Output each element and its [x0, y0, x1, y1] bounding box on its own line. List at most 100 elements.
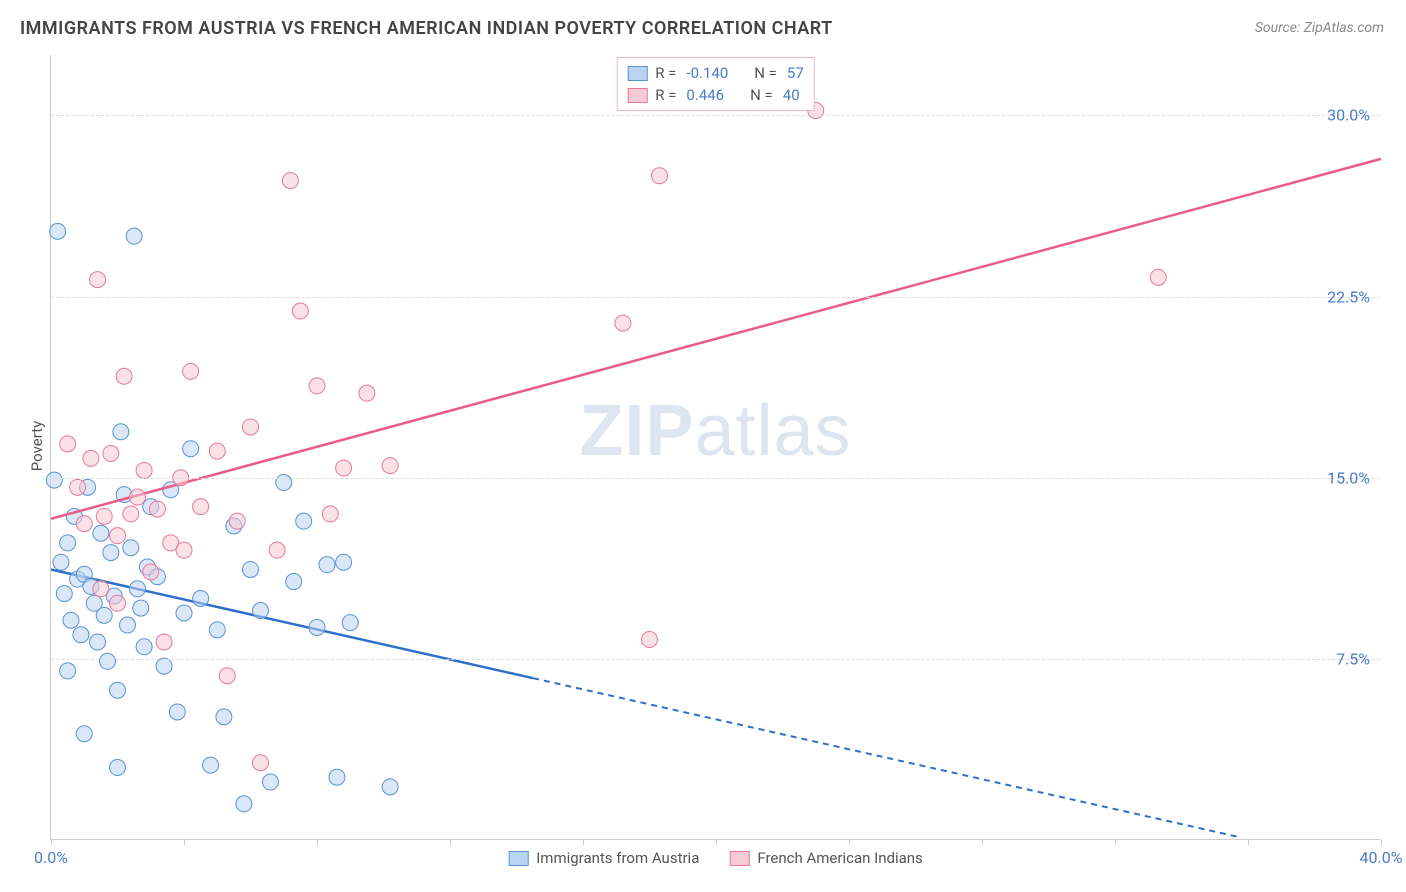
- data-point-austria: [123, 540, 139, 556]
- legend-swatch-french: [627, 88, 647, 103]
- x-tick: [716, 839, 717, 845]
- data-point-french: [76, 516, 92, 532]
- data-point-austria: [56, 586, 72, 602]
- legend-label-austria: Immigrants from Austria: [536, 849, 699, 867]
- data-point-austria: [103, 545, 119, 561]
- data-point-french: [93, 581, 109, 597]
- data-point-austria: [60, 663, 76, 679]
- data-point-austria: [236, 796, 252, 812]
- data-point-austria: [216, 709, 232, 725]
- data-point-austria: [60, 535, 76, 551]
- legend-item-austria: Immigrants from Austria: [508, 849, 699, 867]
- data-point-austria: [342, 615, 358, 631]
- grid-line: [51, 659, 1380, 660]
- data-point-austria: [183, 441, 199, 457]
- data-point-french: [292, 303, 308, 319]
- data-point-austria: [209, 622, 225, 638]
- data-point-austria: [96, 607, 112, 623]
- data-point-french: [382, 458, 398, 474]
- trend-line-french: [51, 159, 1381, 519]
- data-point-french: [176, 542, 192, 558]
- data-point-austria: [76, 726, 92, 742]
- data-point-austria: [53, 554, 69, 570]
- data-point-austria: [329, 769, 345, 785]
- data-point-austria: [133, 600, 149, 616]
- data-point-french: [252, 755, 268, 771]
- data-point-austria: [252, 603, 268, 619]
- legend-n-value-austria: 57: [787, 64, 804, 82]
- chart-title: IMMIGRANTS FROM AUSTRIA VS FRENCH AMERIC…: [20, 18, 833, 39]
- data-point-austria: [193, 590, 209, 606]
- data-point-austria: [296, 513, 312, 529]
- trend-line-dashed-austria: [533, 678, 1241, 837]
- legend-n-label: N =: [754, 64, 777, 82]
- data-point-austria: [110, 760, 126, 776]
- y-tick-label: 7.5%: [1336, 649, 1370, 668]
- data-point-french: [129, 489, 145, 505]
- y-tick-label: 30.0%: [1327, 106, 1370, 125]
- y-tick-label: 22.5%: [1327, 287, 1370, 306]
- grid-line: [51, 478, 1380, 479]
- data-point-austria: [119, 617, 135, 633]
- legend-n-label: N =: [750, 86, 773, 104]
- data-point-french: [615, 315, 631, 331]
- data-point-austria: [336, 554, 352, 570]
- chart-container: IMMIGRANTS FROM AUSTRIA VS FRENCH AMERIC…: [0, 0, 1406, 892]
- data-point-austria: [93, 525, 109, 541]
- data-point-austria: [129, 581, 145, 597]
- data-point-austria: [126, 228, 142, 244]
- x-tick: [1115, 839, 1116, 845]
- data-point-french: [229, 513, 245, 529]
- data-point-austria: [50, 223, 66, 239]
- data-point-french: [269, 542, 285, 558]
- x-tick: [450, 839, 451, 845]
- data-point-french: [143, 564, 159, 580]
- data-point-french: [60, 436, 76, 452]
- data-point-french: [336, 460, 352, 476]
- data-point-austria: [319, 557, 335, 573]
- legend-r-label: R =: [655, 86, 676, 104]
- data-point-french: [359, 385, 375, 401]
- data-point-french: [90, 272, 106, 288]
- data-point-french: [282, 173, 298, 189]
- data-point-french: [209, 443, 225, 459]
- legend-label-french: French American Indians: [757, 849, 922, 867]
- data-point-french: [309, 378, 325, 394]
- data-point-austria: [156, 658, 172, 674]
- x-tick-label: 0.0%: [34, 848, 68, 867]
- x-tick: [1381, 839, 1382, 845]
- data-point-austria: [110, 682, 126, 698]
- x-tick: [1248, 839, 1249, 845]
- data-point-austria: [176, 605, 192, 621]
- data-point-austria: [63, 612, 79, 628]
- data-point-french: [96, 508, 112, 524]
- legend-r-value-austria: -0.140: [686, 64, 728, 82]
- data-point-french: [110, 595, 126, 611]
- data-point-french: [322, 506, 338, 522]
- data-point-austria: [73, 627, 89, 643]
- data-point-austria: [203, 757, 219, 773]
- data-point-austria: [286, 574, 302, 590]
- legend-n-value-french: 40: [783, 86, 800, 104]
- grid-line: [51, 297, 1380, 298]
- data-point-austria: [262, 774, 278, 790]
- plot-svg: [51, 55, 1380, 839]
- y-tick-label: 15.0%: [1327, 468, 1370, 487]
- legend-row-french: R = 0.446 N = 40: [627, 84, 804, 106]
- data-point-french: [110, 528, 126, 544]
- data-point-french: [651, 168, 667, 184]
- x-tick: [317, 839, 318, 845]
- data-point-french: [1150, 269, 1166, 285]
- data-point-austria: [169, 704, 185, 720]
- legend-r-value-french: 0.446: [686, 86, 724, 104]
- data-point-french: [193, 499, 209, 515]
- legend-item-french: French American Indians: [729, 849, 922, 867]
- legend-row-austria: R = -0.140 N = 57: [627, 62, 804, 84]
- x-tick: [51, 839, 52, 845]
- data-point-austria: [136, 639, 152, 655]
- data-point-french: [70, 479, 86, 495]
- x-tick: [583, 839, 584, 845]
- legend-correlation: R = -0.140 N = 57 R = 0.446 N = 40: [616, 57, 815, 111]
- data-point-austria: [100, 653, 116, 669]
- data-point-french: [183, 363, 199, 379]
